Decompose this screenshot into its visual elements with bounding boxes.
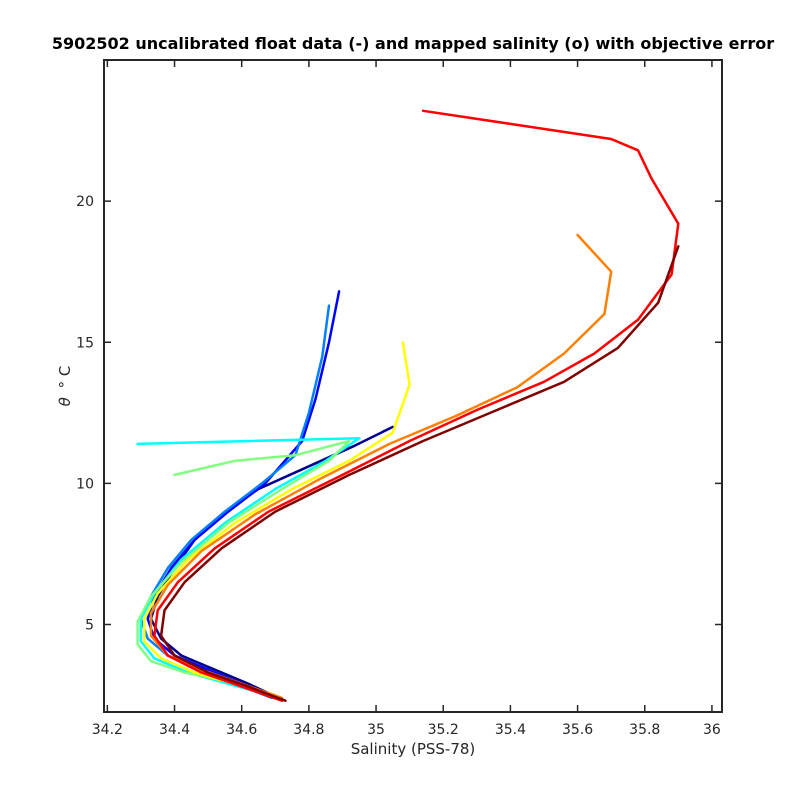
y-axis-label-group: θ ° C [56, 366, 74, 407]
y-tick-label: 15 [76, 335, 94, 351]
plot-frame [103, 59, 723, 713]
series-layer [136, 109, 680, 702]
chart-title: 5902502 uncalibrated float data (-) and … [52, 34, 774, 53]
profile-line-9 [159, 245, 680, 702]
tick-layer: 34.2 34.4 34.6 34.8 35 35.2 35.4 35.6 35.8 36 5 10 1… [76, 60, 722, 738]
profile-line-5 [136, 439, 351, 694]
x-tick-label: 35.2 [428, 722, 459, 738]
profile-line-6 [143, 341, 411, 697]
profile-line-1 [149, 425, 395, 700]
x-tick-label: 35.4 [495, 722, 526, 738]
y-axis-label: θ ° C [56, 366, 74, 407]
y-tick-label: 10 [76, 476, 94, 492]
x-tick-label: 34.6 [226, 722, 257, 738]
plot-background [104, 60, 722, 712]
y-tick-label: 20 [76, 194, 94, 210]
x-axis-label: Salinity (PSS-78) [351, 740, 476, 758]
y-axis-label-symbol: θ [56, 397, 74, 406]
y-axis-label-unit: ° C [56, 366, 74, 389]
x-tick-label: 34.8 [293, 722, 324, 738]
profile-line-2 [146, 290, 341, 700]
x-tick-label: 34.2 [92, 722, 123, 738]
x-tick-label: 35 [367, 722, 385, 738]
x-tick-label: 34.4 [159, 722, 190, 738]
profile-line-8 [153, 109, 680, 702]
x-tick-label: 35.8 [629, 722, 660, 738]
y-tick-label: 5 [85, 618, 94, 634]
x-tick-label: 35.6 [562, 722, 593, 738]
x-tick-label: 36 [703, 722, 721, 738]
